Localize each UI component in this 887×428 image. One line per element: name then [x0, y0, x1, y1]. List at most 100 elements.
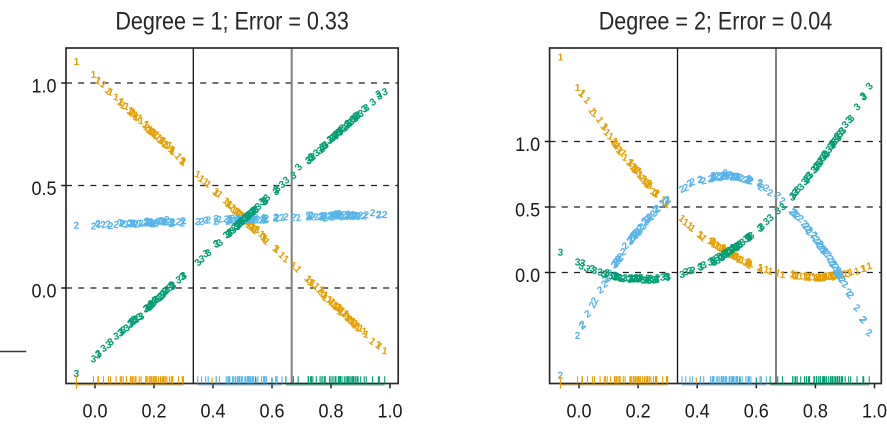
svg-text:2: 2	[605, 268, 617, 280]
svg-text:1: 1	[360, 326, 368, 338]
svg-text:1: 1	[326, 297, 337, 309]
svg-text:3: 3	[818, 152, 830, 164]
svg-text:2: 2	[730, 172, 737, 183]
svg-text:1: 1	[779, 270, 786, 281]
svg-text:3: 3	[852, 101, 863, 113]
svg-text:2: 2	[639, 216, 651, 228]
svg-text:2: 2	[342, 211, 350, 223]
svg-text:1: 1	[178, 156, 186, 168]
svg-text:2: 2	[146, 218, 152, 229]
svg-text:3: 3	[600, 269, 609, 281]
svg-text:1: 1	[202, 179, 213, 191]
svg-text:2: 2	[851, 302, 862, 314]
svg-text:1: 1	[720, 242, 728, 254]
svg-text:1: 1	[354, 323, 363, 335]
svg-text:1: 1	[234, 207, 242, 219]
svg-text:3: 3	[790, 192, 797, 203]
svg-text:1: 1	[650, 188, 660, 201]
svg-text:2: 2	[308, 211, 318, 223]
svg-text:3: 3	[840, 119, 852, 131]
svg-text:1: 1	[162, 140, 171, 152]
svg-text:3: 3	[631, 273, 640, 285]
svg-text:0.5: 0.5	[515, 199, 540, 221]
svg-text:3: 3	[627, 273, 635, 285]
svg-text:2: 2	[645, 211, 656, 223]
svg-text:3: 3	[177, 271, 188, 283]
svg-text:2: 2	[203, 215, 210, 226]
svg-text:3: 3	[168, 281, 179, 294]
svg-text:2: 2	[132, 219, 141, 231]
svg-text:1.0: 1.0	[378, 400, 403, 422]
svg-text:3: 3	[126, 317, 137, 329]
svg-text:3: 3	[679, 270, 686, 282]
svg-text:2: 2	[818, 245, 829, 258]
svg-text:3: 3	[821, 148, 833, 160]
svg-text:3: 3	[665, 272, 671, 283]
svg-text:3: 3	[368, 96, 379, 108]
svg-text:3: 3	[99, 343, 109, 356]
svg-text:2: 2	[305, 210, 313, 222]
svg-text:3: 3	[163, 284, 172, 296]
svg-text:0.2: 0.2	[142, 400, 167, 422]
svg-text:3: 3	[626, 274, 633, 286]
svg-text:3: 3	[168, 280, 178, 293]
svg-text:2: 2	[272, 213, 279, 225]
svg-text:1: 1	[155, 135, 166, 148]
svg-text:1: 1	[847, 267, 856, 279]
svg-text:3: 3	[381, 86, 390, 98]
svg-text:1: 1	[143, 124, 155, 136]
svg-text:2: 2	[165, 217, 173, 229]
svg-text:3: 3	[700, 260, 709, 272]
svg-text:1: 1	[102, 86, 114, 98]
svg-text:2: 2	[636, 224, 644, 236]
svg-text:3: 3	[729, 243, 735, 254]
svg-text:2: 2	[620, 240, 632, 252]
svg-text:2: 2	[168, 219, 175, 231]
svg-text:1: 1	[122, 101, 131, 113]
svg-text:3: 3	[697, 262, 704, 273]
svg-text:3: 3	[653, 274, 661, 286]
svg-text:1: 1	[240, 214, 250, 227]
svg-text:3: 3	[710, 255, 719, 267]
svg-text:3: 3	[175, 274, 184, 286]
svg-text:3: 3	[234, 222, 242, 234]
svg-text:2: 2	[148, 218, 155, 230]
svg-text:1: 1	[661, 198, 673, 210]
svg-text:1: 1	[131, 110, 140, 122]
svg-text:2: 2	[589, 295, 602, 306]
svg-text:3: 3	[643, 273, 652, 285]
svg-text:1: 1	[156, 135, 168, 147]
svg-text:3: 3	[225, 228, 235, 240]
svg-text:3: 3	[232, 220, 244, 232]
svg-text:1: 1	[344, 314, 355, 327]
svg-text:2: 2	[350, 210, 356, 221]
svg-text:2: 2	[145, 217, 154, 229]
svg-text:3: 3	[578, 258, 586, 270]
svg-text:1: 1	[605, 131, 615, 144]
svg-text:0.4: 0.4	[201, 400, 226, 422]
svg-text:3: 3	[238, 216, 247, 228]
svg-text:1: 1	[612, 141, 623, 153]
svg-text:1: 1	[172, 151, 184, 163]
svg-text:1: 1	[798, 271, 804, 282]
svg-text:2: 2	[761, 183, 771, 196]
svg-text:2: 2	[682, 182, 691, 194]
svg-text:2: 2	[857, 315, 869, 327]
svg-text:3: 3	[650, 275, 657, 287]
svg-text:2: 2	[326, 211, 333, 222]
svg-text:3: 3	[250, 204, 262, 216]
svg-text:1: 1	[726, 249, 736, 262]
svg-text:1: 1	[313, 285, 325, 297]
svg-text:3: 3	[161, 286, 169, 298]
svg-text:3: 3	[611, 272, 620, 284]
svg-text:0.8: 0.8	[319, 400, 344, 422]
svg-text:1: 1	[301, 274, 313, 286]
svg-text:2: 2	[813, 240, 825, 248]
svg-text:3: 3	[833, 132, 845, 144]
svg-text:3: 3	[619, 274, 628, 286]
svg-text:2: 2	[278, 212, 286, 224]
svg-text:3: 3	[604, 268, 611, 279]
svg-text:3: 3	[289, 170, 298, 182]
svg-text:2: 2	[235, 214, 242, 225]
svg-text:1: 1	[116, 96, 126, 109]
